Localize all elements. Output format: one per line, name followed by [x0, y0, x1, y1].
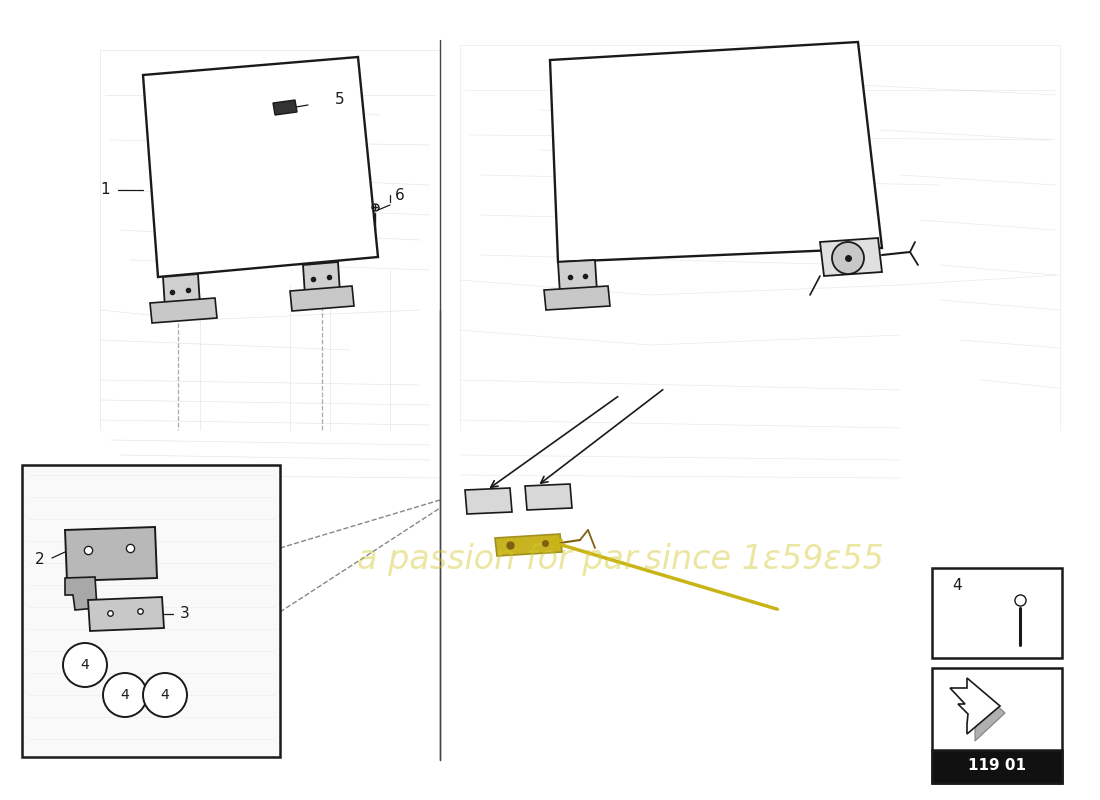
Text: 2: 2 — [35, 553, 45, 567]
Polygon shape — [465, 488, 512, 514]
Text: 6: 6 — [395, 187, 405, 202]
Polygon shape — [550, 42, 882, 262]
Circle shape — [143, 673, 187, 717]
Text: 119 01: 119 01 — [968, 758, 1026, 774]
Polygon shape — [820, 238, 882, 276]
Polygon shape — [495, 534, 562, 556]
Text: 5: 5 — [336, 93, 344, 107]
Polygon shape — [544, 286, 610, 310]
Text: 1: 1 — [100, 182, 110, 198]
FancyBboxPatch shape — [932, 568, 1062, 658]
Text: 4: 4 — [80, 658, 89, 672]
Polygon shape — [88, 597, 164, 631]
Polygon shape — [950, 678, 1000, 734]
Polygon shape — [302, 262, 340, 296]
Polygon shape — [150, 298, 217, 323]
Text: 3: 3 — [180, 606, 190, 622]
Circle shape — [103, 673, 147, 717]
FancyBboxPatch shape — [932, 750, 1062, 783]
Text: a passion for par since 1ε59ε55: a passion for par since 1ε59ε55 — [356, 543, 883, 577]
Text: 4: 4 — [161, 688, 169, 702]
Circle shape — [63, 643, 107, 687]
FancyBboxPatch shape — [22, 465, 280, 757]
Polygon shape — [273, 100, 297, 115]
Polygon shape — [290, 286, 354, 311]
Circle shape — [832, 242, 864, 274]
Polygon shape — [65, 527, 157, 581]
Polygon shape — [65, 577, 97, 610]
Polygon shape — [558, 260, 597, 294]
Polygon shape — [143, 57, 378, 277]
Polygon shape — [958, 685, 1005, 741]
FancyBboxPatch shape — [932, 668, 1062, 783]
Polygon shape — [525, 484, 572, 510]
Polygon shape — [163, 274, 200, 308]
Text: 4: 4 — [121, 688, 130, 702]
Text: 4: 4 — [952, 578, 961, 593]
